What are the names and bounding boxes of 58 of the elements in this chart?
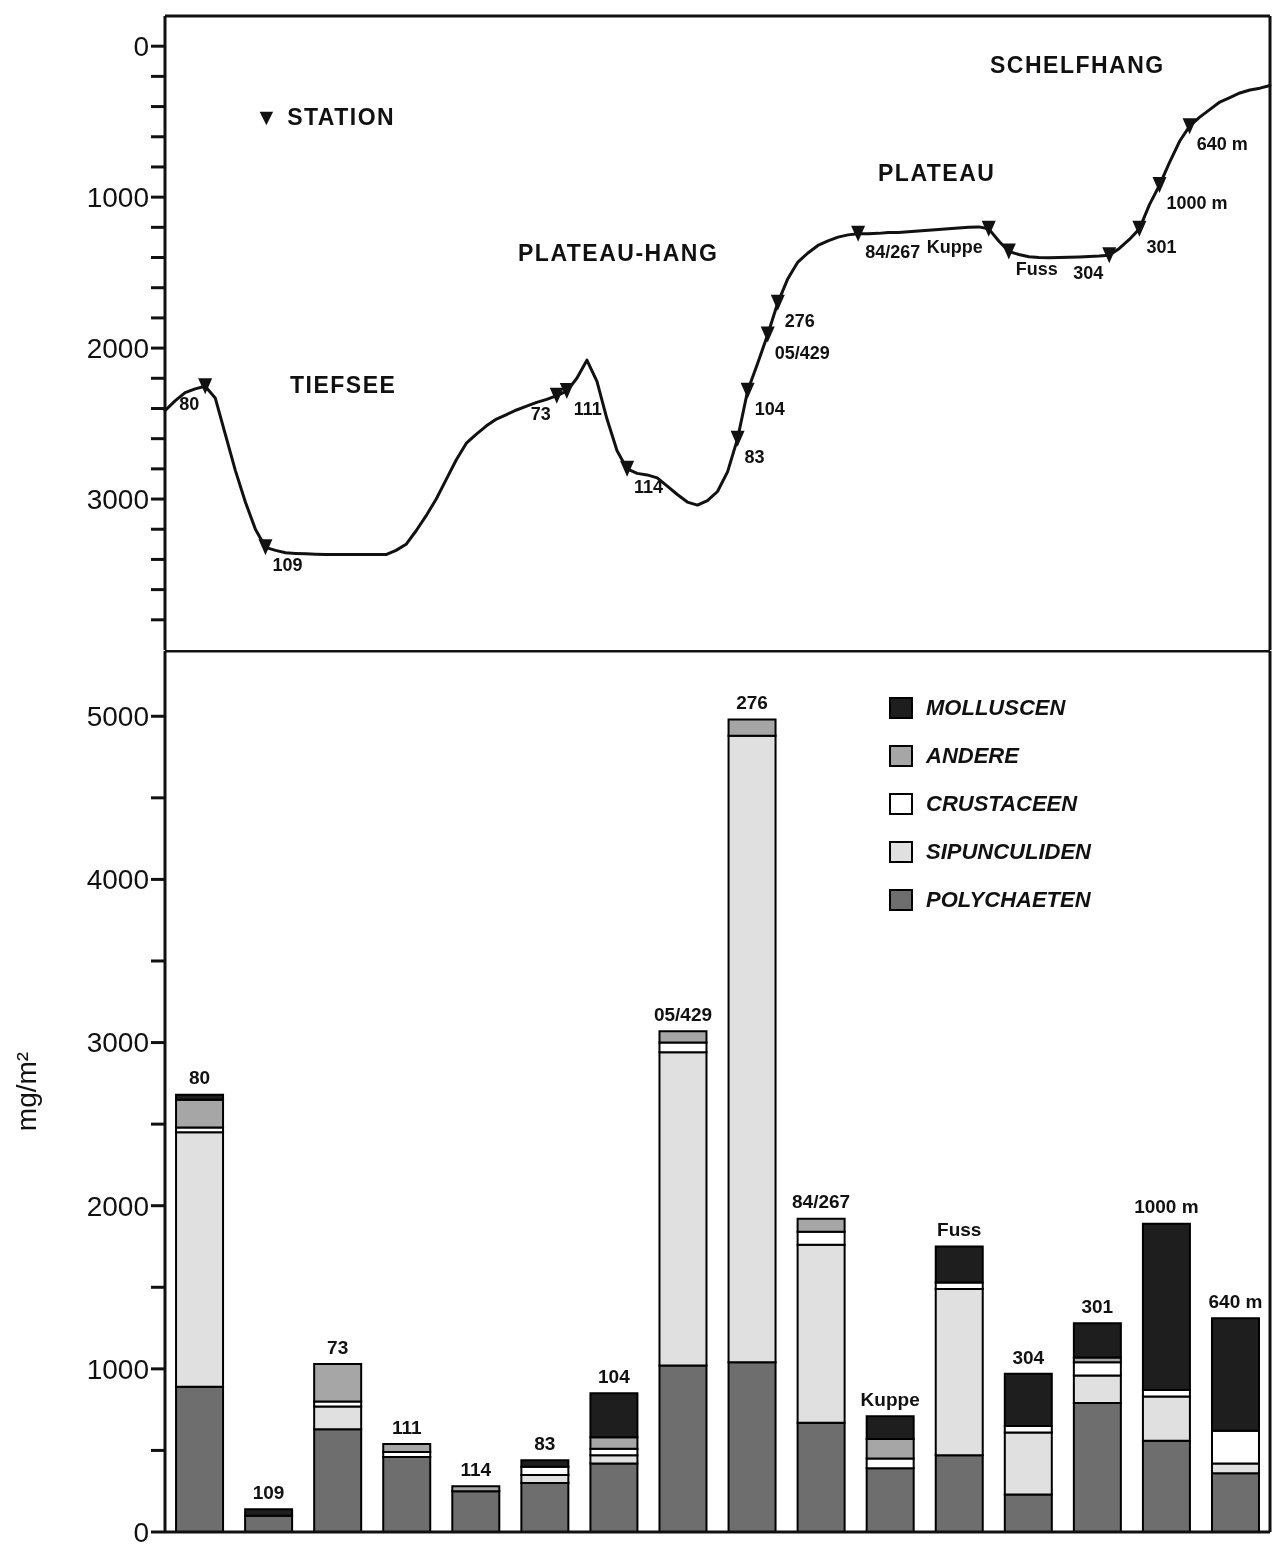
y-tick-label: 0: [133, 1516, 149, 1547]
annotation: ▼ STATION: [255, 104, 396, 131]
bar: [313, 1362, 363, 1403]
y-axis-title: mg/m²: [10, 1051, 42, 1132]
series-label: 276: [784, 310, 815, 331]
series-label: 1000 m: [1166, 193, 1228, 214]
legend-label: MOLLUSCEN: [926, 695, 1066, 721]
bar: [175, 1098, 225, 1129]
legend-label: SIPUNCULIDEN: [926, 839, 1092, 865]
point: [559, 383, 574, 400]
point: [620, 460, 635, 477]
series-label: 80: [179, 394, 200, 415]
y-tick-label: 4000: [86, 864, 149, 896]
legend-label: ANDERE: [926, 743, 1019, 769]
y-tick-label: 1000: [86, 182, 149, 214]
series-label: 640 m: [1196, 134, 1248, 155]
series-label: 104: [754, 398, 785, 419]
point: [258, 539, 273, 556]
bar: [382, 1442, 432, 1454]
y-tick-label: 0: [133, 31, 149, 63]
series-label: 301: [1146, 236, 1177, 257]
y-tick-label: 2000: [86, 1190, 149, 1222]
point: [549, 387, 564, 404]
y-tick-label: 5000: [86, 701, 149, 733]
series-label: 83: [744, 446, 765, 467]
series-label: Fuss: [1015, 259, 1058, 280]
point: [198, 378, 213, 395]
point: [740, 382, 755, 399]
y-tick-label: 3000: [86, 483, 149, 515]
annotation: SCHELFHANG: [990, 52, 1165, 79]
point: [730, 430, 745, 447]
legend-label: CRUSTACEEN: [926, 791, 1078, 817]
annotation: PLATEAU: [878, 160, 996, 187]
point: [851, 225, 866, 242]
series-label: Kuppe: [926, 236, 983, 257]
legend-label: POLYCHAETEN: [926, 887, 1091, 913]
point: [981, 220, 996, 237]
annotation: PLATEAU-HANG: [518, 240, 719, 267]
y-tick-label: 1000: [86, 1353, 149, 1385]
point: [1001, 243, 1016, 260]
y-tick-label: 3000: [86, 1027, 149, 1059]
point: [770, 294, 785, 311]
point: [1152, 177, 1167, 194]
bar: [382, 1455, 432, 1532]
point: [760, 326, 775, 343]
annotation: TIEFSEE: [290, 372, 397, 399]
point: [1102, 247, 1117, 264]
point: [1132, 220, 1147, 237]
series-label: 111: [573, 399, 602, 420]
y-tick-label: 2000: [86, 333, 149, 365]
series-label: 84/267: [865, 241, 921, 262]
series-label: 304: [1073, 263, 1104, 284]
series-label: 05/429: [774, 342, 830, 363]
series-label: 109: [272, 555, 303, 576]
series-label: 73: [530, 403, 551, 424]
point: [1182, 118, 1197, 135]
bar: [1072, 1322, 1122, 1359]
series-label: 114: [634, 476, 664, 497]
